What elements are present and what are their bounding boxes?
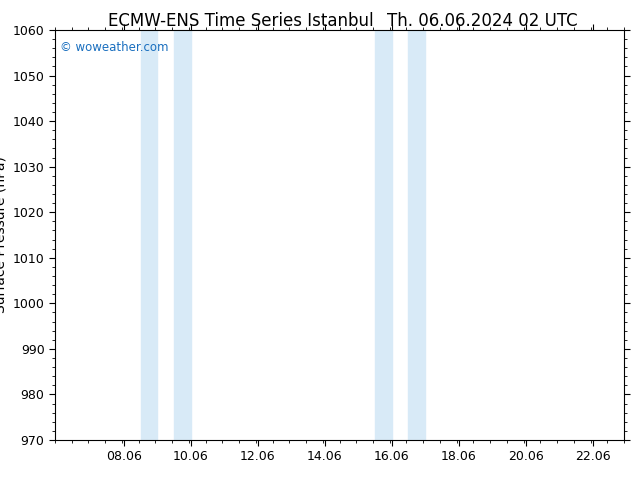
Text: Th. 06.06.2024 02 UTC: Th. 06.06.2024 02 UTC	[387, 12, 577, 30]
Text: © woweather.com: © woweather.com	[60, 41, 169, 54]
Y-axis label: Surface Pressure (hPa): Surface Pressure (hPa)	[0, 157, 7, 314]
Bar	[408, 30, 425, 440]
Bar	[141, 30, 157, 440]
Text: ECMW-ENS Time Series Istanbul: ECMW-ENS Time Series Istanbul	[108, 12, 373, 30]
Bar	[375, 30, 392, 440]
Bar	[174, 30, 191, 440]
